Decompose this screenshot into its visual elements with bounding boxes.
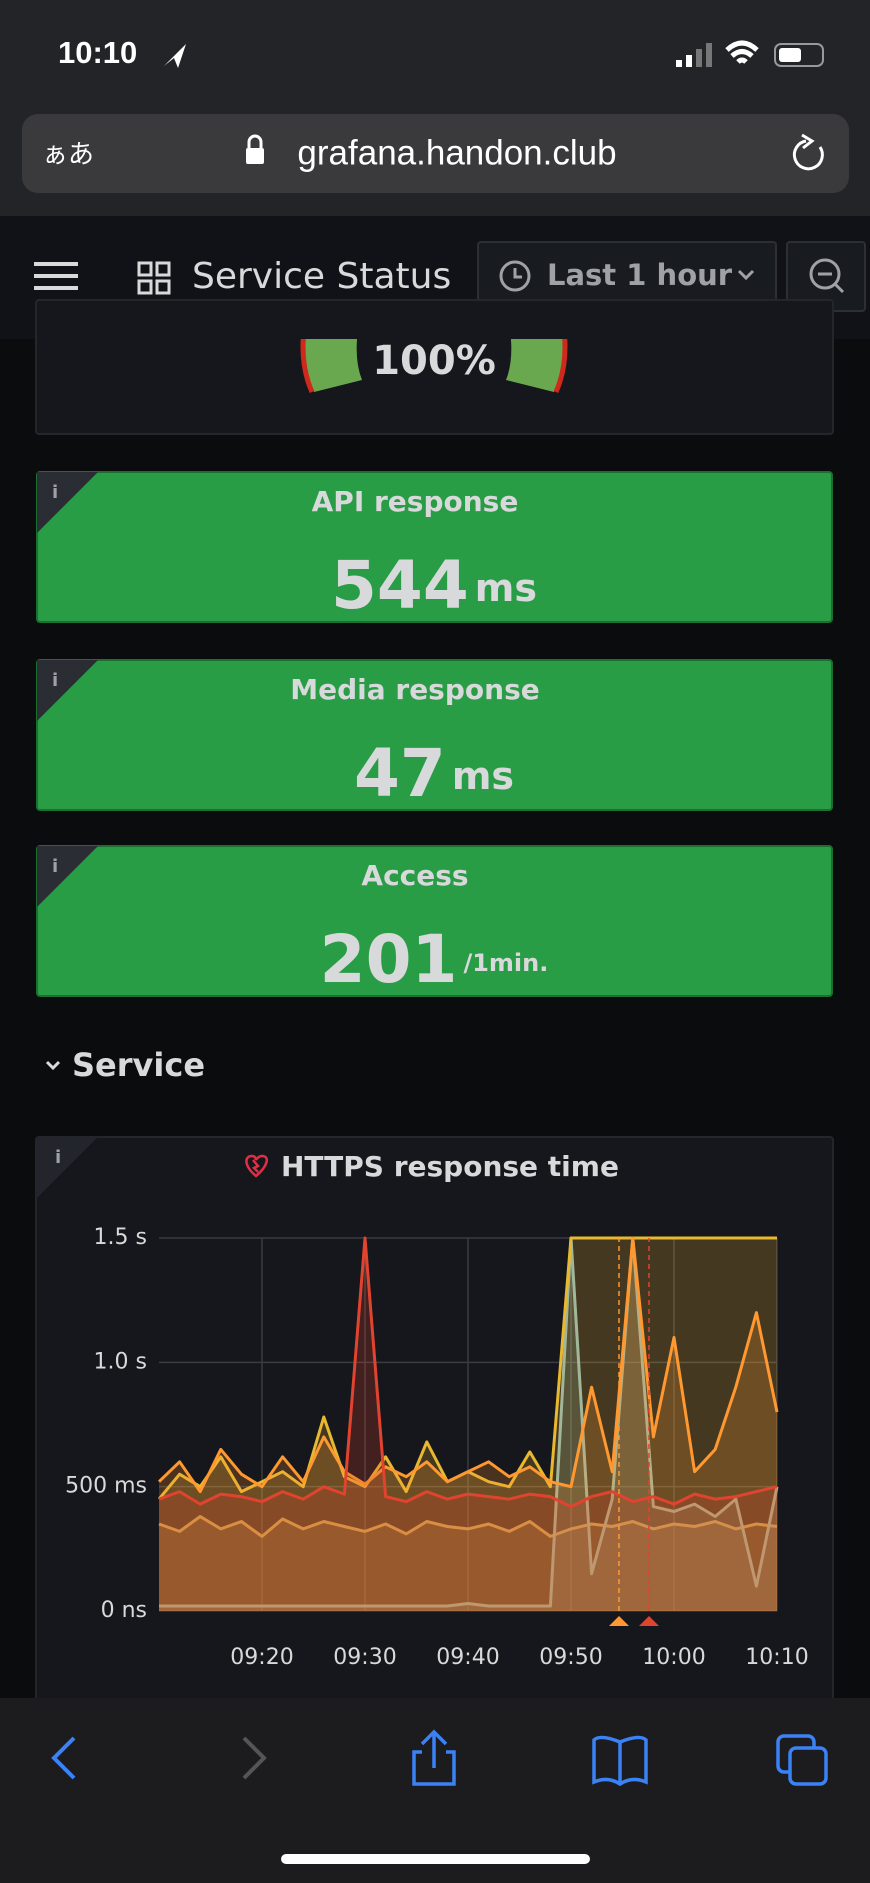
series-line [157, 1236, 779, 1494]
y-tick-label: 500 ms [65, 1474, 147, 1499]
series-area [159, 1238, 777, 1611]
clock-hands [513, 268, 522, 279]
battery-icon [774, 43, 824, 67]
series-line [158, 1515, 778, 1538]
info-icon: i [52, 670, 58, 691]
clock-icon [499, 260, 531, 292]
gauge-threshold [300, 339, 315, 394]
chevron-icon [737, 269, 755, 281]
stat-title: Media response [290, 673, 539, 706]
stat-panel [36, 471, 833, 623]
stat-value: 544 ms [331, 547, 537, 624]
reload-arrow [801, 133, 815, 150]
stat-value: 201/1min. [320, 921, 549, 998]
signal-icon [676, 43, 712, 67]
menu-button[interactable] [34, 262, 78, 290]
reload-button[interactable] [792, 139, 824, 171]
stat-number: 47 [354, 735, 446, 812]
location-icon [164, 44, 186, 68]
bookmarks-button[interactable] [592, 1735, 648, 1787]
zoom-icon [809, 258, 841, 290]
stat-panel [36, 845, 833, 997]
series-area [159, 1516, 777, 1611]
clock: 10:10 [58, 35, 137, 70]
chart-title: HTTPS response time [281, 1150, 619, 1183]
series-area [159, 1238, 777, 1611]
time-range: Last 1 hour [547, 258, 733, 292]
series-area [159, 1238, 777, 1611]
info-corner [37, 472, 98, 533]
gauge-arc-left [301, 339, 362, 392]
stat-title: API response [312, 485, 519, 518]
info-corner [37, 660, 98, 721]
forward-button[interactable] [242, 1736, 267, 1780]
info-corner [37, 846, 98, 907]
stat-number: 544 [331, 547, 469, 624]
annotation-marker[interactable] [609, 1616, 629, 1626]
alert-heart-icon [245, 1154, 269, 1178]
dashboard-icon [137, 261, 171, 295]
gauge [300, 339, 568, 394]
home-indicator [281, 1854, 590, 1864]
info-icon[interactable]: i [55, 1147, 61, 1168]
url: grafana.handon.club [297, 133, 616, 172]
stat-unit: /1min. [463, 949, 548, 977]
lock-icon [246, 148, 264, 164]
series-line [159, 1236, 779, 1608]
row-title[interactable]: Service [72, 1046, 205, 1084]
gauge-arc-right [506, 339, 567, 392]
x-tick-label: 09:40 [436, 1645, 499, 1670]
url-bar[interactable] [22, 114, 849, 193]
zoom-icon-lines [818, 272, 845, 294]
x-tick-label: 09:50 [539, 1645, 602, 1670]
gauge-value: 100% [372, 338, 496, 384]
y-tick-label: 0 ns [101, 1598, 147, 1623]
wifi-icon [725, 40, 759, 64]
stat-unit: ms [452, 754, 514, 798]
y-tick-label: 1.5 s [94, 1225, 147, 1250]
series-line [158, 1236, 778, 1509]
x-tick-label: 09:20 [230, 1645, 293, 1670]
gauge-panel [35, 299, 834, 435]
dashboard-title[interactable]: Service Status [192, 256, 451, 297]
y-tick-label: 1.0 s [94, 1349, 147, 1374]
stat-panel [36, 659, 833, 811]
x-tick-label: 10:00 [642, 1645, 705, 1670]
info-icon: i [52, 856, 58, 877]
plot: 0 ns 500 ms 1.0 s 1.5 s 09:20 09:30 09:40 09:50… [65, 1225, 809, 1670]
info-corner [36, 1137, 98, 1199]
browser-toolbar [0, 1698, 870, 1883]
battery-level [779, 48, 801, 62]
info-icon: i [52, 482, 58, 503]
stat-number: 201 [320, 921, 458, 998]
annotation-marker[interactable] [639, 1616, 659, 1626]
back-button[interactable] [51, 1736, 76, 1780]
text-size-button[interactable]: ぁあ [42, 139, 94, 169]
x-tick-label: 10:10 [745, 1645, 808, 1670]
lock-shackle [247, 134, 263, 148]
row-chevron[interactable] [45, 1060, 61, 1071]
tabs-button-front [788, 1746, 828, 1786]
share-button[interactable] [412, 1729, 456, 1786]
gauge-threshold [553, 339, 568, 394]
x-tick-label: 09:30 [333, 1645, 396, 1670]
stat-unit: ms [475, 566, 537, 610]
stat-title: Access [361, 859, 468, 892]
series-area [159, 1238, 777, 1611]
stat-value: 47 ms [354, 735, 514, 812]
